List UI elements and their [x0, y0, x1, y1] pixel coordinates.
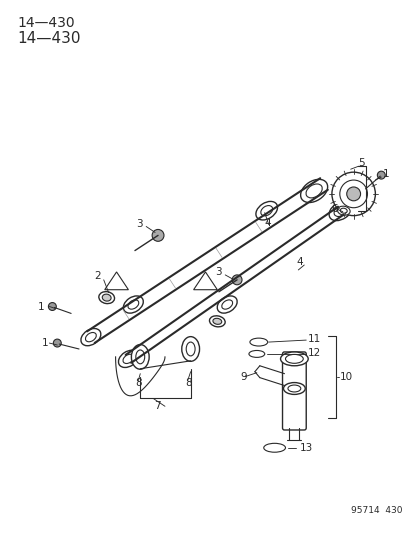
Text: 1: 1 — [38, 302, 44, 311]
Ellipse shape — [333, 205, 347, 216]
Polygon shape — [104, 272, 128, 290]
Ellipse shape — [263, 443, 285, 452]
Ellipse shape — [248, 351, 264, 358]
Ellipse shape — [99, 292, 114, 304]
Ellipse shape — [128, 300, 138, 309]
Ellipse shape — [255, 201, 277, 220]
FancyBboxPatch shape — [282, 352, 306, 430]
Circle shape — [48, 303, 56, 310]
Text: 2: 2 — [94, 271, 100, 281]
Ellipse shape — [300, 179, 327, 203]
Ellipse shape — [283, 383, 304, 394]
Text: 95714  430: 95714 430 — [350, 506, 401, 515]
Text: 4: 4 — [296, 257, 302, 267]
Ellipse shape — [181, 337, 199, 361]
Ellipse shape — [123, 354, 133, 364]
Ellipse shape — [102, 294, 111, 301]
Ellipse shape — [249, 338, 267, 346]
Ellipse shape — [339, 208, 347, 213]
Circle shape — [152, 229, 164, 241]
Text: 8: 8 — [185, 377, 192, 387]
Text: 10: 10 — [339, 372, 352, 382]
Text: 14—430: 14—430 — [18, 31, 81, 46]
Text: 8: 8 — [135, 377, 142, 387]
Text: 3: 3 — [215, 267, 221, 277]
Ellipse shape — [135, 350, 145, 364]
Text: 6: 6 — [330, 204, 337, 214]
Ellipse shape — [85, 333, 96, 342]
Ellipse shape — [131, 344, 149, 369]
Circle shape — [232, 275, 242, 285]
Ellipse shape — [217, 296, 237, 313]
Ellipse shape — [285, 354, 303, 364]
Polygon shape — [193, 272, 217, 290]
Text: 3: 3 — [136, 219, 142, 229]
Text: 1: 1 — [382, 169, 389, 179]
Ellipse shape — [123, 296, 143, 313]
Ellipse shape — [260, 206, 272, 216]
Ellipse shape — [337, 206, 349, 215]
Text: 14—430: 14—430 — [18, 16, 75, 30]
Text: 13: 13 — [299, 443, 312, 453]
Text: 4: 4 — [264, 217, 271, 228]
Ellipse shape — [209, 316, 225, 327]
Circle shape — [331, 172, 375, 216]
Ellipse shape — [212, 318, 221, 325]
Text: 9: 9 — [240, 372, 246, 382]
Ellipse shape — [280, 352, 307, 366]
Text: 7: 7 — [153, 401, 160, 411]
Ellipse shape — [186, 342, 195, 356]
Ellipse shape — [287, 385, 300, 392]
Circle shape — [346, 187, 360, 201]
Circle shape — [376, 171, 385, 179]
Text: 1: 1 — [41, 338, 48, 348]
Circle shape — [339, 180, 367, 208]
Text: 11: 11 — [307, 334, 320, 344]
Ellipse shape — [118, 350, 138, 367]
Text: 12: 12 — [307, 348, 320, 358]
Ellipse shape — [328, 201, 351, 221]
Text: 5: 5 — [358, 158, 364, 168]
Circle shape — [53, 339, 61, 347]
Ellipse shape — [81, 328, 101, 346]
Ellipse shape — [305, 184, 321, 198]
Ellipse shape — [221, 300, 232, 309]
